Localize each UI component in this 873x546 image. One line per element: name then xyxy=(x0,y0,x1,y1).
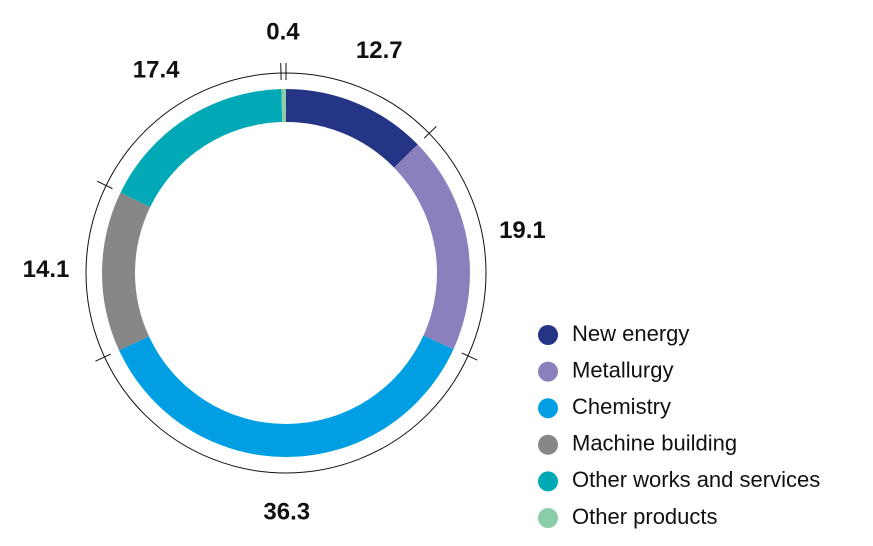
legend-label: Chemistry xyxy=(572,394,671,419)
donut-segment xyxy=(120,89,283,207)
legend-swatch xyxy=(538,361,558,382)
donut-segment xyxy=(119,335,454,457)
outer-ring xyxy=(85,72,487,474)
legend-label: New energy xyxy=(572,321,689,346)
value-label: 0.4 xyxy=(266,18,300,45)
legend-label: Other products xyxy=(572,504,718,529)
value-label: 36.3 xyxy=(263,498,310,525)
legend-swatch xyxy=(538,508,558,528)
segment-separator xyxy=(95,353,112,362)
legend-swatch xyxy=(538,434,558,455)
donut-segment xyxy=(281,89,286,123)
segment-separator xyxy=(96,180,113,190)
legend-swatch xyxy=(538,471,558,492)
value-label: 12.7 xyxy=(356,37,403,64)
value-label: 14.1 xyxy=(23,256,70,283)
segment-separator xyxy=(423,126,437,139)
donut-segment xyxy=(101,192,151,351)
donut-segment xyxy=(394,144,471,350)
value-label: 17.4 xyxy=(133,57,180,84)
legend-label: Metallurgy xyxy=(572,357,673,382)
legend-swatch xyxy=(538,398,558,419)
donut-segment xyxy=(286,89,418,168)
legend-label: Other works and services xyxy=(572,467,820,492)
legend-label: Machine building xyxy=(572,431,737,456)
value-label: 19.1 xyxy=(499,217,546,244)
segment-separator xyxy=(461,352,478,361)
legend-swatch xyxy=(538,325,558,345)
